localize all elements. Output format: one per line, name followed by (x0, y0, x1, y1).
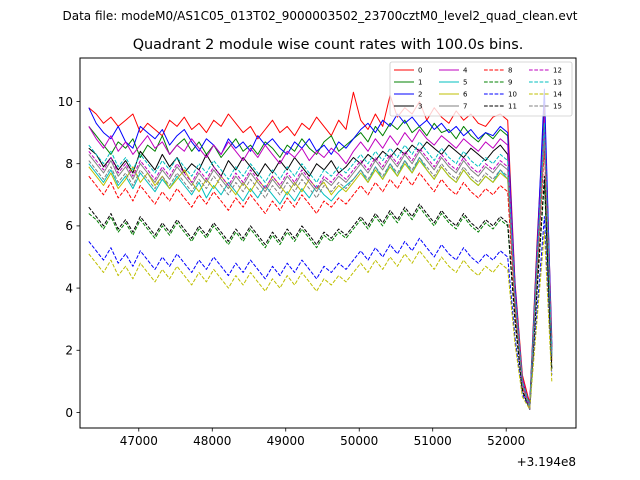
x-tick-label: 47000 (120, 434, 158, 448)
series-line-3 (88, 119, 553, 407)
legend-label-7: 7 (463, 103, 467, 111)
y-tick-label: 8 (65, 157, 73, 171)
legend-label-1: 1 (418, 79, 422, 87)
series-line-4 (88, 116, 553, 407)
legend-label-4: 4 (463, 67, 468, 75)
x-tick-label: 50000 (340, 434, 378, 448)
series-line-14 (88, 231, 553, 410)
legend-label-0: 0 (418, 67, 422, 75)
legend-label-12: 12 (553, 67, 562, 75)
legend-label-9: 9 (508, 79, 512, 87)
series-line-10 (88, 216, 553, 410)
series-line-13 (88, 122, 553, 407)
legend-label-10: 10 (508, 91, 517, 99)
x-axis: 47000 48000 49000 50000 51000 52000 (120, 428, 525, 448)
x-tick-label: 51000 (414, 434, 452, 448)
series-line-8 (88, 147, 553, 410)
legend-label-8: 8 (508, 67, 512, 75)
legend-label-6: 6 (463, 91, 468, 99)
legend-label-2: 2 (418, 91, 422, 99)
y-tick-label: 6 (65, 219, 73, 233)
legend-label-3: 3 (418, 103, 422, 111)
series-line-2 (88, 88, 553, 407)
x-tick-label: 52000 (487, 434, 525, 448)
legend-label-11: 11 (508, 103, 517, 111)
legend-label-14: 14 (553, 91, 562, 99)
series-line-12 (88, 129, 553, 410)
axes-frame (79, 57, 577, 429)
legend-label-13: 13 (553, 79, 562, 87)
data-file-suptitle: Data file: modeM0/AS1C05_013T02_90000035… (62, 9, 577, 23)
series-line-0 (88, 91, 553, 404)
x-tick-label: 48000 (193, 434, 231, 448)
y-axis: 0 2 4 6 8 10 (58, 95, 80, 420)
series-layer (88, 88, 553, 410)
y-tick-label: 0 (65, 406, 73, 420)
legend-label-15: 15 (553, 103, 562, 111)
series-line-9 (88, 181, 553, 410)
legend-box (389, 61, 573, 117)
series-line-11 (88, 175, 553, 410)
legend-label-5: 5 (463, 79, 467, 87)
x-tick-label: 49000 (267, 434, 305, 448)
chart-title: Quadrant 2 module wise count rates with … (133, 37, 524, 53)
series-line-15 (88, 138, 553, 410)
y-tick-label: 10 (58, 95, 73, 109)
y-tick-label: 2 (65, 344, 73, 358)
x-axis-offset-label: +3.194e8 (517, 455, 576, 469)
y-tick-label: 4 (65, 281, 73, 295)
series-line-7 (88, 132, 553, 410)
